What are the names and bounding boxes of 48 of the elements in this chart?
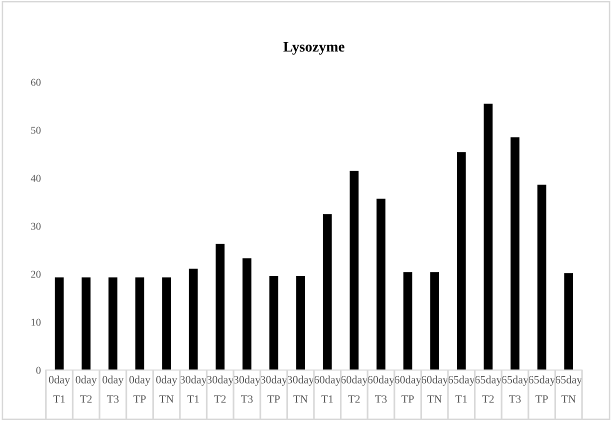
y-tick-label: 0 [36, 366, 41, 374]
x-tick-label: 65day TP [528, 376, 556, 403]
bar [322, 214, 332, 370]
x-tick-label: 30day T3 [234, 376, 260, 403]
bar [108, 277, 118, 370]
y-tick-label: 50 [31, 126, 41, 134]
x-tick-label: 65day TN [556, 376, 582, 403]
y-tick-label: 30 [31, 222, 41, 230]
bar [537, 184, 546, 370]
x-tick-label: 30day T2 [207, 376, 234, 403]
x-tick-label: 60day TP [394, 376, 422, 403]
x-tick-label: 60day T2 [341, 376, 368, 403]
y-tick-label: 40 [30, 174, 41, 182]
bar [216, 244, 225, 370]
x-tick-label: 0day T3 [102, 376, 124, 403]
x-tick-label: 0day TN [156, 376, 178, 403]
bar [430, 272, 440, 370]
bar [82, 277, 91, 370]
x-tick-label: 65day T2 [475, 376, 502, 403]
x-tick-label: 0day TP [129, 376, 150, 403]
bar [296, 276, 305, 370]
bar [269, 276, 278, 370]
x-tick-label: 60day T1 [314, 376, 341, 403]
y-tick-label: 20 [31, 270, 41, 278]
bar [350, 170, 359, 370]
x-tick-label: 0day T1 [48, 376, 70, 403]
bar [135, 277, 144, 370]
bar [456, 152, 466, 370]
bar [564, 273, 574, 370]
bar [54, 277, 64, 370]
bar [376, 198, 386, 370]
x-tick-label: 65day T3 [502, 376, 529, 403]
x-tick-label: 0day T2 [76, 376, 97, 403]
bar [242, 258, 252, 370]
bar [510, 137, 520, 370]
x-tick-label: 60day T3 [368, 376, 395, 403]
y-tick-label: 10 [32, 318, 41, 326]
x-tick-label: 60day TN [421, 376, 448, 403]
bar [162, 277, 171, 370]
bar [484, 104, 493, 370]
x-tick-label: 30day TN [288, 376, 314, 403]
chart-title: Lysozyme [283, 42, 344, 55]
y-tick-label: 60 [31, 78, 41, 86]
x-tick-label: 30day TP [260, 376, 288, 403]
x-tick-label: 65day T1 [448, 376, 475, 403]
x-tick-label: 30day T1 [180, 376, 207, 403]
bar [403, 272, 412, 370]
bar [188, 268, 198, 370]
